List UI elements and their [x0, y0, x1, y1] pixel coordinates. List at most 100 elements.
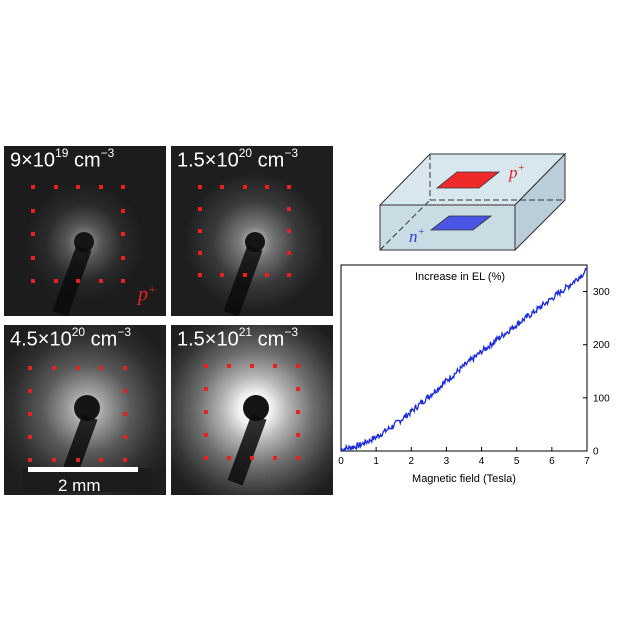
contact-dot	[250, 456, 254, 460]
contact-dot	[220, 185, 225, 189]
contact-dot	[287, 229, 291, 233]
contact-dot	[204, 433, 208, 437]
contact-dot	[242, 185, 247, 189]
contact-dot	[296, 410, 300, 414]
contact-dot	[28, 366, 32, 370]
contact-dot	[121, 279, 125, 283]
contact-dot	[296, 456, 300, 460]
contact-dot	[123, 458, 127, 462]
x-tick-label: 4	[479, 456, 485, 467]
contact-dot	[198, 251, 202, 255]
el-magnetic-field-chart: 0 1 2 3 4 5 6 7 0 100 200 300 Increase in EL (%) M…	[338, 264, 610, 485]
x-tick-label: 3	[444, 456, 450, 467]
contact-dot	[98, 185, 103, 189]
doping-label-3: 4.5×1020 cm−3	[10, 325, 131, 351]
x-tick-label: 1	[373, 456, 379, 467]
contact-dot	[287, 273, 291, 277]
contact-dot	[31, 279, 35, 283]
contact-dot	[198, 273, 202, 277]
el-image-panel-1: 9×1019 cm−3	[4, 146, 166, 316]
contact-dot	[123, 412, 127, 416]
contact-dot	[296, 364, 300, 368]
contact-dot	[76, 185, 80, 189]
contact-dot	[264, 273, 269, 277]
doping-label-1: 9×1019 cm−3	[10, 146, 115, 172]
x-tick-label: 7	[584, 456, 590, 467]
doping-label-4: 1.5×1021 cm−3	[177, 325, 298, 351]
contact-dot	[28, 458, 32, 462]
contact-dot	[287, 251, 291, 255]
contact-dot	[51, 366, 56, 370]
el-series-line	[340, 267, 588, 452]
contact-dot	[123, 366, 127, 370]
n-contact	[429, 215, 493, 231]
x-tick-label: 2	[409, 456, 415, 467]
y-tick-label: 300	[593, 287, 610, 298]
el-image-panel-4: 1.5×1021 cm−3	[171, 325, 333, 495]
scale-bar	[28, 467, 138, 472]
contact-dot	[123, 389, 127, 393]
contact-dot	[204, 456, 208, 460]
contact-dot	[204, 387, 208, 391]
chart-title: Increase in EL (%)	[415, 271, 505, 283]
doping-label-2: 1.5×1020 cm−3	[177, 146, 298, 172]
contact-dot	[121, 232, 125, 236]
device-schematic: p+ n+	[378, 152, 567, 252]
contact-dot	[31, 185, 35, 189]
contact-dot	[287, 207, 291, 211]
el-image-panel-2: 1.5×1020 cm−3	[171, 146, 333, 316]
plot-frame	[340, 264, 588, 452]
contact-dot	[204, 410, 208, 414]
contact-dot	[53, 279, 58, 283]
contact-dot	[121, 185, 125, 189]
contact-dot	[121, 208, 125, 213]
contact-dot	[273, 364, 277, 368]
contact-dot	[227, 456, 231, 460]
contact-dot	[220, 273, 225, 277]
p-contact	[435, 171, 501, 189]
x-axis-label: Magnetic field (Tesla)	[412, 473, 516, 485]
device-p-label: p+	[508, 162, 525, 182]
x-tick-label: 6	[549, 456, 555, 467]
contact-dot	[31, 232, 35, 236]
contact-dot	[28, 435, 32, 439]
y-tick-label: 0	[593, 447, 599, 458]
contact-dot	[287, 185, 291, 189]
contact-dot	[75, 458, 80, 462]
contact-dot	[76, 279, 80, 283]
x-tick-label: 5	[514, 456, 520, 467]
contact-dot	[28, 389, 32, 393]
contact-dot	[273, 456, 277, 460]
scale-bar-label: 2 mm	[58, 476, 101, 495]
contact-dot	[204, 364, 208, 368]
contact-dot	[98, 279, 103, 283]
contact-dot	[296, 387, 300, 391]
contact-dot	[198, 207, 202, 211]
contact-dot	[75, 366, 80, 370]
hidden-edge	[379, 199, 431, 251]
el-image-panel-3: 4.5×1020 cm−3	[4, 325, 166, 495]
contact-dot	[99, 366, 104, 370]
y-tick-label: 200	[593, 340, 610, 351]
scale-bar-background	[22, 468, 152, 492]
contact-dot	[242, 273, 247, 277]
contact-dot	[296, 433, 300, 437]
y-tick-label: 100	[593, 393, 610, 404]
block-side-face	[514, 152, 566, 252]
contact-dot	[99, 458, 104, 462]
contact-dot	[31, 255, 35, 260]
contact-dot	[250, 364, 254, 368]
contact-dot	[28, 412, 32, 416]
contact-dot	[123, 435, 127, 439]
contact-dot	[121, 255, 125, 260]
contact-dot	[264, 185, 269, 189]
contact-dot	[31, 208, 35, 213]
device-n-label: n+	[409, 226, 425, 246]
el-glow	[4, 146, 166, 316]
contact-dot	[198, 229, 202, 233]
contact-dot	[227, 364, 231, 368]
contact-dot	[51, 458, 56, 462]
x-tick-label: 0	[338, 456, 344, 467]
contact-dot	[198, 185, 202, 189]
p-plus-label: p+	[138, 282, 157, 306]
